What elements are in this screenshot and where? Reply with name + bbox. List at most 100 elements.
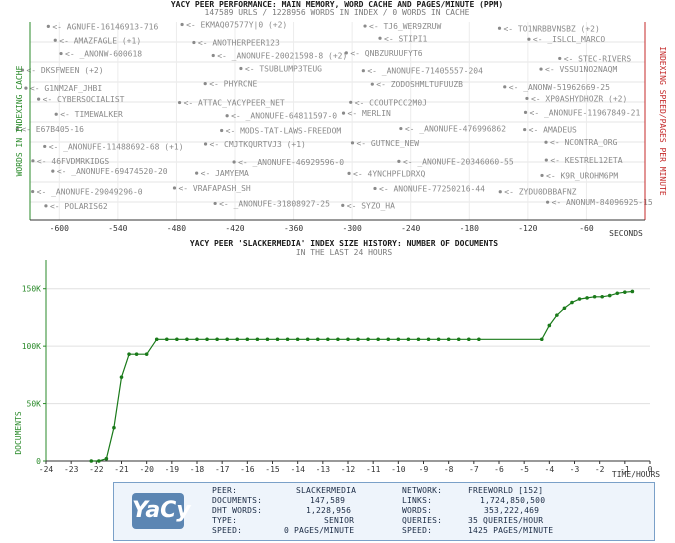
history-y-tick-label: 50K [27, 400, 42, 409]
perf-right-axis-label: INDEXING SPEED/PAGES PER MINUTE [658, 46, 667, 195]
peer-dot [341, 111, 346, 115]
history-data-point [89, 459, 94, 463]
peer-label: <- MODS-TAT-LAWS-FREEDOM [226, 126, 342, 135]
peer-dot [59, 51, 63, 56]
peer-label: <- ANONUFE-77250216-44 [379, 184, 485, 193]
history-data-point [592, 294, 597, 299]
peer-label: <- _ANONW-600618 [65, 50, 142, 59]
history-y-tick-label: 100K [22, 342, 41, 351]
perf-x-tick-label: -240 [401, 224, 420, 233]
history-data-point [436, 337, 441, 342]
history-data-point [477, 337, 481, 342]
history-data-point [97, 459, 101, 463]
peer-label: <- AGNUFE-16146913-716 [52, 22, 158, 31]
peer-node: <- _ANONW-51962669-25 [503, 83, 610, 92]
history-data-point [275, 337, 280, 342]
history-y-tick-label: 0 [36, 457, 41, 466]
perf-x-tick-label: -300 [343, 224, 362, 233]
history-data-point [154, 337, 159, 342]
history-data-point [456, 337, 461, 342]
history-title: YACY PEER 'SLACKERMEDIA' INDEX SIZE HIST… [190, 239, 498, 248]
speed-label: SPEED: [212, 526, 243, 535]
peer-dot [54, 112, 58, 116]
peer-dot [527, 37, 531, 41]
history-series-line [91, 290, 633, 462]
history-data-point [225, 337, 229, 342]
perf-x-tick-label: -180 [460, 224, 479, 233]
documents-value: 147,589 [310, 496, 346, 505]
peer-label: <- 4YNCHPFLDRXQ [353, 169, 425, 178]
peer-label: <- ANONUM-84096925-15 [552, 198, 653, 207]
peer-node: <- JAMYEMA [195, 169, 249, 178]
perf-x-tick-label: -480 [167, 224, 186, 233]
history-data-point [127, 352, 131, 356]
net-speed-value: 1425 PAGES/MINUTE [468, 526, 554, 535]
peer-node: <- _ANONUFE-20021598-8 (+2) [211, 52, 347, 61]
peer-label: <- CCOUTPCC2M0J [355, 98, 427, 107]
type-value: SENIOR [324, 516, 355, 525]
peer-dot [31, 189, 35, 194]
history-data-point [215, 337, 219, 342]
history-x-ticks: -24 -23 -22 -21 -20 -19 -18 -17 -16 -15 -14 -13 -12-… [39, 461, 653, 474]
peer-node: <- _ANONUFE-64811597-0 [225, 112, 337, 121]
net-speed-label: SPEED: [402, 526, 433, 535]
peer-label: <- _ANONUFE-20021598-8 (+2) [217, 52, 347, 61]
history-data-point [205, 337, 209, 342]
history-x-tick-label: -17 [215, 465, 230, 474]
history-data-point [555, 313, 559, 317]
peer-node: <- SYZO_HA [341, 201, 395, 210]
peer-node: <- G1NM2AF_JHBI [24, 84, 102, 93]
peer-label: <- _ANONUFE-476996862 [405, 125, 506, 134]
history-data-point [265, 337, 270, 342]
peer-dot [558, 56, 562, 61]
history-data-point [396, 337, 401, 342]
queries-value: 35 QUERIES/HOUR [468, 516, 544, 525]
peer-node: <- AGNUFE-16146913-716 [46, 22, 158, 31]
peer-dot [44, 204, 48, 208]
peer-dot [350, 141, 355, 145]
history-series-points [89, 289, 635, 463]
peer-label: <- JAMYEMA [201, 169, 249, 178]
history-data-point [305, 337, 310, 342]
peer-label: <- VRAFAPASH_SH [178, 184, 250, 193]
perf-x-tick-label: -540 [108, 224, 127, 233]
peer-dot [31, 159, 35, 163]
peer-label: <- G1NM2AF_JHBI [30, 84, 102, 93]
peer-node: <- CMJTKQURTVJ3 (+1) [203, 140, 306, 149]
history-data-point [446, 337, 451, 342]
history-data-point [623, 290, 627, 294]
peer-dot [37, 97, 41, 101]
history-y-label: DOCUMENTS [14, 411, 23, 455]
peer-label: <- STEC-RIVERS [564, 54, 632, 63]
history-data-point [585, 296, 589, 300]
peer-node: <- _ISLCL_MARCO [527, 35, 605, 44]
peer-node: <- STIPI1 [378, 34, 428, 43]
peer-dot [399, 126, 403, 131]
dht-words-label: DHT WORDS: [212, 506, 263, 515]
peer-node: <- CYBERSOCIALIST [37, 95, 125, 104]
peer-label: <- TO1NRBBVNSBZ (+2) [503, 24, 599, 33]
perf-x-tick-label: -120 [518, 224, 537, 233]
history-data-point [547, 323, 552, 328]
history-data-point [326, 337, 330, 342]
peer-label: <- AMADEUS [529, 126, 577, 135]
history-x-tick-label: -22 [89, 465, 104, 474]
history-data-point [112, 425, 116, 430]
peer-label: <- _ANONUFE-11488692-68 (+1) [49, 142, 184, 151]
history-x-tick-label: -8 [444, 465, 454, 474]
peer-node: <- CCOUTPCC2M0J [349, 98, 427, 107]
perf-x-tick-label: -600 [50, 224, 69, 233]
peer-node: <- ZYDU0DBBAFNZ [498, 188, 577, 197]
history-data-point [366, 337, 370, 342]
queries-label: QUERIES: [402, 516, 443, 525]
history-y-ticks: 0 50K 100K 150K [22, 285, 46, 466]
peer-dot [203, 81, 207, 86]
peer-label: <- _ANONUFE-71405557-204 [367, 67, 483, 76]
links-label: LINKS: [402, 496, 433, 505]
peer-node: <- TO1NRBBVNSBZ (+2) [497, 24, 600, 33]
peer-node: <- DKSFWEEN (+2) [20, 66, 104, 75]
peer-node: <- QNBZURUUFYT6 [344, 49, 423, 58]
perf-x-tick-label: -420 [225, 224, 244, 233]
history-x-tick-label: -2 [595, 465, 605, 474]
peer-label: <- MERLIN [348, 109, 392, 118]
